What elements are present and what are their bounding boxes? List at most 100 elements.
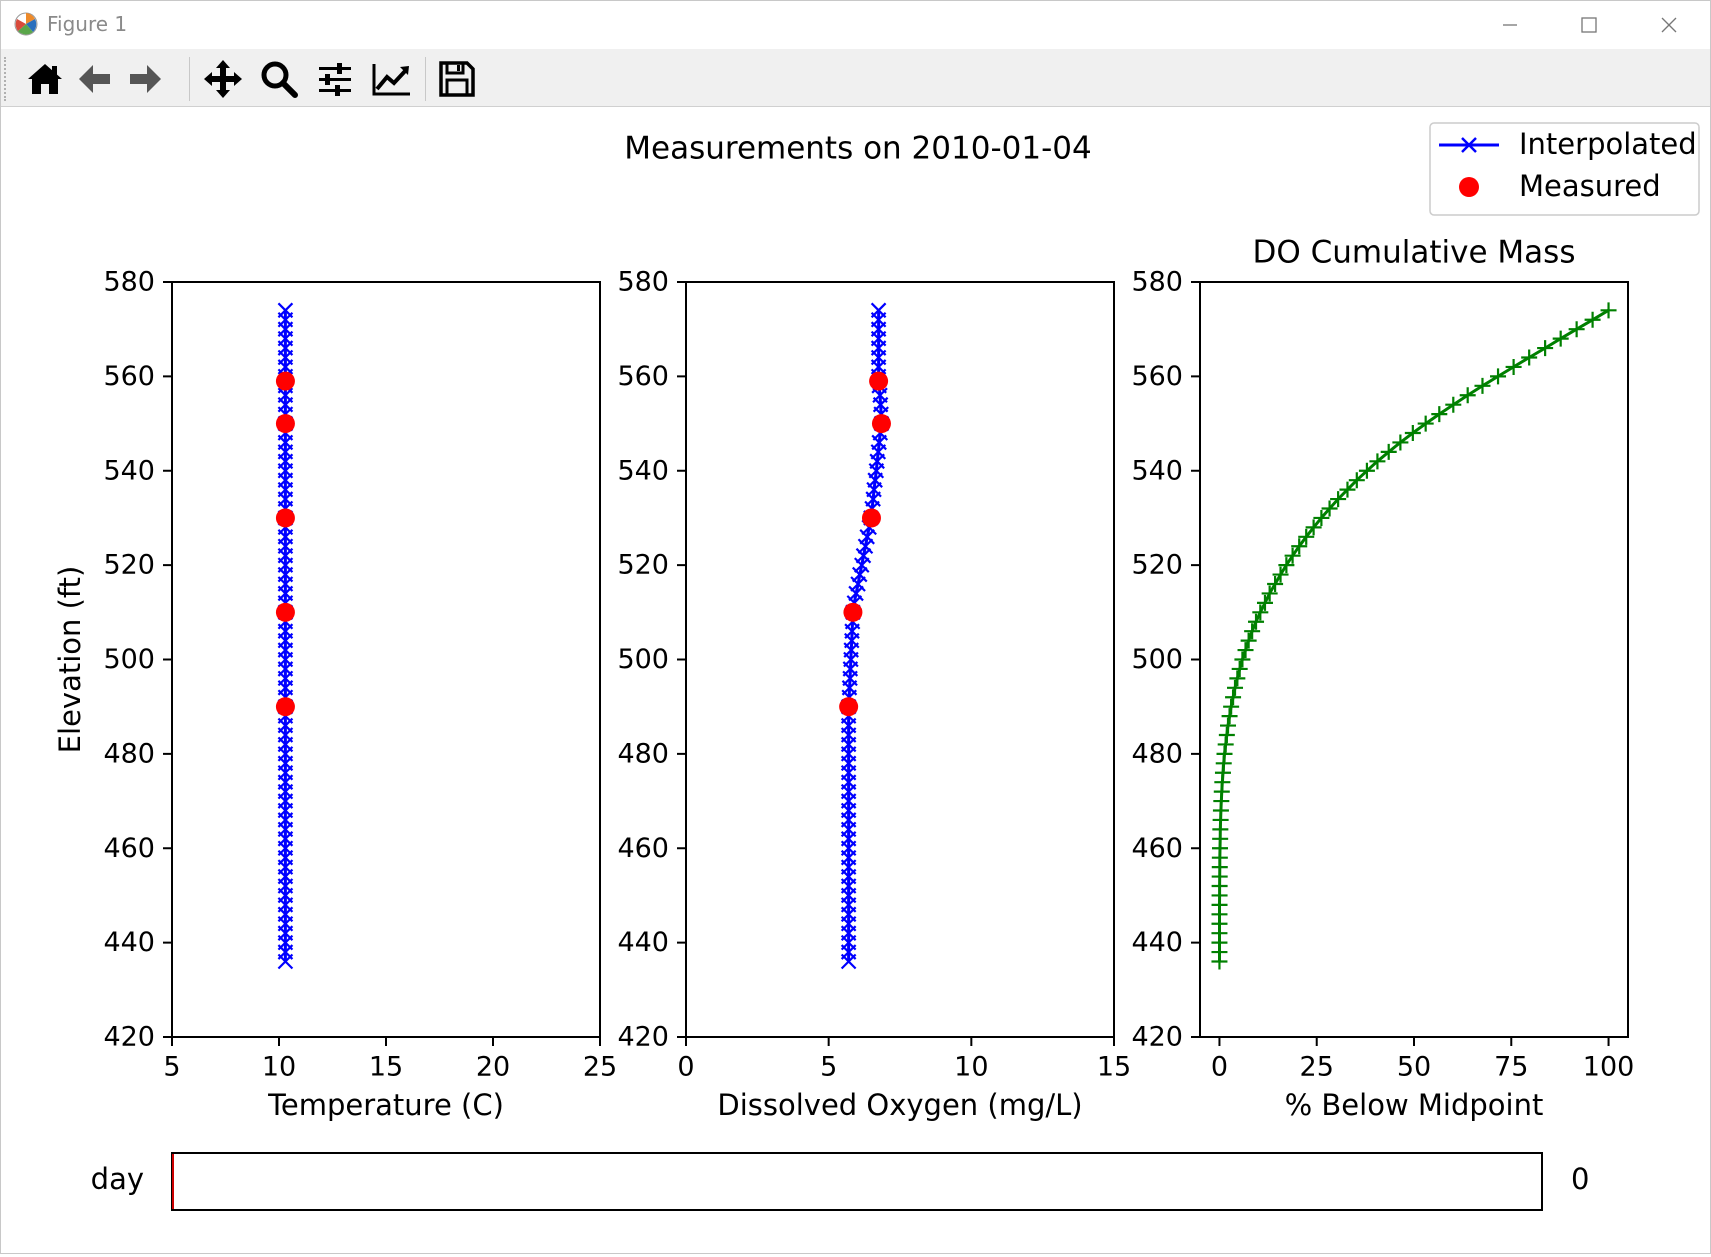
data-point-cumulative	[1231, 660, 1248, 677]
y-axis-label: Elevation (ft)	[53, 566, 87, 754]
data-point-cumulative	[1272, 566, 1289, 583]
save-figure-button[interactable]	[435, 57, 479, 101]
data-point-interpolated	[857, 538, 874, 555]
subplot-1: 420 440 460 480 500 520 540 560 580 5 10 15 20 25 Temp…	[53, 267, 617, 1123]
toolbar-separator	[425, 57, 426, 101]
axes-title: DO Cumulative Mass	[1253, 235, 1576, 271]
data-point-cumulative	[1305, 519, 1322, 536]
y-tick-label: 540	[617, 455, 669, 486]
close-icon	[1661, 17, 1677, 33]
y-tick-label: 460	[1131, 833, 1183, 864]
slider-fill	[172, 1154, 174, 1209]
y-tick-label: 580	[617, 267, 669, 298]
y-tick-label: 460	[103, 833, 155, 864]
home-button[interactable]	[23, 57, 67, 101]
x-tick-label: 25	[1300, 1052, 1334, 1083]
toolbar-grip[interactable]	[4, 57, 8, 101]
data-point-cumulative	[1600, 302, 1617, 319]
configure-subplots-button[interactable]	[313, 57, 357, 101]
x-tick-label: 5	[163, 1052, 180, 1083]
axes-frame	[1199, 281, 1629, 1038]
data-point-cumulative	[1321, 500, 1338, 517]
data-point-interpolated	[277, 953, 294, 970]
data-point-cumulative	[1431, 406, 1448, 423]
toolbar-separator	[189, 57, 190, 101]
home-icon	[28, 64, 62, 94]
y-tick-label: 480	[103, 738, 155, 769]
minimize-icon	[1503, 24, 1517, 26]
data-point-cumulative	[1392, 434, 1409, 451]
data-point-cumulative	[1380, 443, 1397, 460]
data-point-cumulative	[1244, 623, 1261, 640]
data-point-cumulative	[1348, 472, 1365, 489]
series-cumulative-mass	[1211, 302, 1617, 970]
data-point-measured	[861, 508, 881, 528]
edit-axes-button[interactable]	[369, 57, 413, 101]
data-point-interpolated	[851, 566, 868, 583]
y-tick-label: 480	[1131, 738, 1183, 769]
data-point-interpolated	[848, 585, 864, 602]
slider-track[interactable]	[171, 1152, 1543, 1211]
matplotlib-logo-icon	[14, 12, 38, 36]
data-point-cumulative	[1291, 538, 1308, 555]
x-tick-label: 20	[476, 1052, 510, 1083]
data-point-cumulative	[1474, 377, 1491, 394]
x-tick-label: 10	[262, 1052, 296, 1083]
data-point-measured	[275, 508, 295, 528]
y-tick-label: 460	[617, 833, 669, 864]
data-point-cumulative	[1369, 453, 1386, 470]
zoom-button[interactable]	[257, 57, 301, 101]
x-tick-label: 15	[1097, 1052, 1131, 1083]
y-tick-label: 560	[617, 361, 669, 392]
data-point-cumulative	[1339, 481, 1356, 498]
y-tick-label: 440	[1131, 927, 1183, 958]
data-point-measured	[843, 602, 863, 622]
x-tick-label: 75	[1494, 1052, 1528, 1083]
figure-canvas[interactable]: Measurements on 2010-01-04 Interpolated …	[1, 107, 1710, 1257]
edit-axes-chart-icon	[372, 64, 410, 96]
y-tick-label: 420	[617, 1022, 669, 1053]
data-point-cumulative	[1221, 708, 1238, 725]
data-point-measured	[275, 371, 295, 391]
series-measured	[839, 371, 891, 717]
subplots-sliders-icon	[319, 63, 351, 96]
data-point-cumulative	[1211, 953, 1228, 970]
data-point-interpolated	[853, 557, 870, 573]
pan-move-icon	[204, 60, 242, 98]
data-point-cumulative	[1220, 717, 1237, 734]
data-point-cumulative	[1218, 727, 1235, 743]
data-point-cumulative	[1240, 632, 1257, 649]
x-tick-label: 25	[583, 1052, 617, 1083]
data-point-cumulative	[1568, 321, 1585, 338]
close-button[interactable]	[1639, 7, 1699, 43]
y-tick-label: 480	[617, 738, 669, 769]
legend-measured-label: Measured	[1519, 169, 1661, 203]
data-point-interpolated	[840, 953, 857, 970]
pan-button[interactable]	[201, 57, 245, 101]
data-point-cumulative	[1330, 491, 1347, 508]
data-point-cumulative	[1237, 642, 1254, 659]
data-point-cumulative	[1417, 415, 1434, 432]
x-axis-label: % Below Midpoint	[1285, 1088, 1544, 1122]
data-point-cumulative	[1217, 736, 1234, 753]
data-point-cumulative	[1490, 368, 1507, 385]
day-slider[interactable]: day 0	[91, 1152, 1590, 1211]
y-tick-label: 500	[103, 644, 155, 675]
data-point-cumulative	[1234, 651, 1251, 668]
slider-value: 0	[1571, 1162, 1589, 1196]
x-tick-label: 5	[820, 1052, 837, 1083]
y-tick-label: 520	[617, 550, 669, 581]
data-point-cumulative	[1256, 594, 1273, 611]
minimize-button[interactable]	[1479, 7, 1539, 43]
data-point-cumulative	[1445, 396, 1462, 413]
forward-button[interactable]	[123, 57, 167, 101]
maximize-icon	[1581, 17, 1597, 33]
slider-label: day	[91, 1162, 144, 1196]
data-point-measured	[869, 371, 889, 391]
x-tick-label: 0	[1211, 1052, 1228, 1083]
back-button[interactable]	[73, 57, 117, 101]
y-tick-label: 500	[1131, 644, 1183, 675]
maximize-button[interactable]	[1559, 7, 1619, 43]
